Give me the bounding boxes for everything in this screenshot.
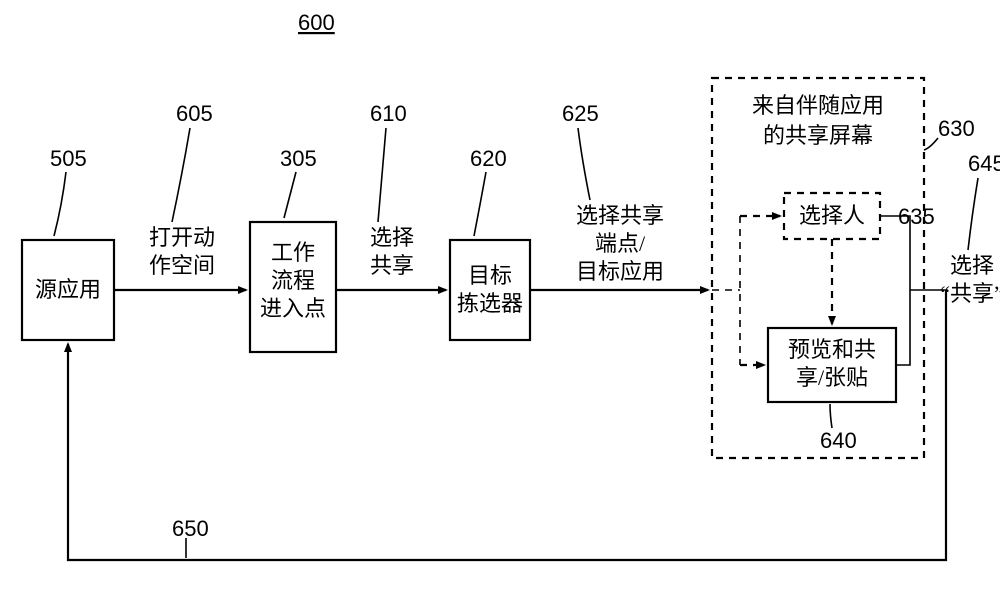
leader-630 [924, 138, 938, 150]
edge-605-l1: 打开动 [149, 225, 215, 250]
node-505-label: 源应用 [35, 277, 101, 302]
node-640-l1: 预览和共 [788, 337, 876, 362]
edge-610-l2: 共享 [370, 253, 414, 278]
container-title-l1: 来自伴随应用 [752, 93, 884, 118]
ref-630: 630 [938, 116, 975, 141]
ref-645: 645 [968, 151, 1000, 176]
edge-645-l2: “共享” [940, 281, 1000, 306]
container-title-l2: 的共享屏幕 [763, 123, 873, 148]
edge-645-l1: 选择 [950, 253, 994, 278]
ref-620: 620 [470, 146, 507, 171]
node-640-l2: 享/张贴 [796, 365, 868, 390]
ref-610: 610 [370, 101, 407, 126]
edge-625-l1: 选择共享 [576, 203, 664, 228]
exit-640 [896, 290, 910, 365]
leader-305 [284, 172, 296, 218]
ref-305: 305 [280, 146, 317, 171]
ref-650: 650 [172, 516, 209, 541]
ref-635: 635 [898, 204, 935, 229]
node-620-l2: 拣选器 [457, 291, 523, 316]
leader-505 [54, 172, 66, 236]
edge-625-l2: 端点/ [595, 231, 646, 256]
leader-605 [172, 128, 190, 222]
edge-605-l2: 作空间 [149, 253, 215, 278]
node-635-label: 选择人 [799, 203, 865, 228]
figure-number: 600 [298, 10, 335, 35]
ref-625: 625 [562, 101, 599, 126]
node-620 [450, 240, 530, 340]
leader-620 [474, 172, 486, 236]
leader-610 [378, 128, 386, 222]
node-305-l3: 进入点 [260, 296, 326, 321]
leader-645 [968, 178, 978, 250]
flowchart-diagram: 600 来自伴随应用 的共享屏幕 源应用 工作 流程 进入点 目标 拣选器 选择… [0, 0, 1000, 605]
ref-605: 605 [176, 101, 213, 126]
edge-610-l1: 选择 [370, 225, 414, 250]
leader-640 [830, 404, 832, 428]
node-620-l1: 目标 [468, 263, 512, 288]
leader-625 [578, 128, 590, 200]
node-305-l1: 工作 [271, 240, 315, 265]
ref-640: 640 [820, 428, 857, 453]
edge-625-l3: 目标应用 [576, 259, 664, 284]
node-305-l2: 流程 [271, 268, 315, 293]
ref-505: 505 [50, 146, 87, 171]
split-trunk [712, 216, 740, 365]
